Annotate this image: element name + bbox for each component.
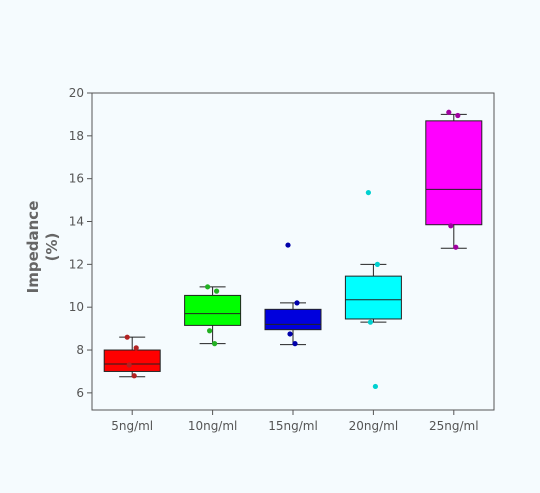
box-group bbox=[425, 113, 483, 249]
y-axis: 6 8 10 12 14 16 18 20 bbox=[69, 86, 92, 400]
y-tick-label: 6 bbox=[76, 386, 84, 400]
y-tick-label: 18 bbox=[69, 129, 84, 143]
y-axis-title: Impedance (%) bbox=[24, 201, 61, 294]
x-tick-label: 5ng/ml bbox=[111, 419, 153, 433]
data-point bbox=[372, 383, 378, 390]
box bbox=[184, 294, 242, 326]
box-group bbox=[264, 302, 322, 346]
y-axis-unit: (%) bbox=[43, 233, 61, 262]
box bbox=[344, 275, 402, 320]
x-tick-label: 20ng/ml bbox=[349, 419, 399, 433]
x-tick-label: 25ng/ml bbox=[429, 419, 479, 433]
data-point bbox=[453, 244, 459, 250]
y-tick-label: 20 bbox=[69, 86, 84, 100]
y-tick-label: 14 bbox=[69, 215, 84, 229]
y-tick-label: 16 bbox=[69, 172, 84, 186]
data-point bbox=[365, 189, 371, 196]
data-point bbox=[285, 242, 291, 248]
x-axis: 5ng/ml 10ng/ml 15ng/ml 20ng/ml 25ng/ml bbox=[111, 410, 479, 433]
data-point bbox=[374, 261, 380, 267]
data-point bbox=[207, 328, 213, 334]
y-tick-label: 8 bbox=[76, 343, 84, 357]
data-point bbox=[446, 109, 452, 115]
data-point bbox=[292, 341, 298, 347]
data-point bbox=[205, 284, 211, 290]
data-point bbox=[367, 319, 373, 325]
data-point bbox=[287, 331, 293, 337]
data-point bbox=[133, 345, 139, 351]
data-points bbox=[124, 109, 461, 390]
data-point bbox=[214, 288, 220, 294]
box bbox=[103, 349, 161, 372]
x-tick-label: 15ng/ml bbox=[268, 419, 318, 433]
y-tick-label: 10 bbox=[69, 300, 84, 314]
y-axis-label: Impedance bbox=[24, 201, 42, 294]
data-point bbox=[212, 341, 218, 347]
data-point bbox=[448, 223, 454, 229]
y-tick-label: 12 bbox=[69, 257, 84, 271]
box bbox=[425, 120, 483, 226]
box-group bbox=[103, 336, 161, 378]
box-group bbox=[344, 263, 402, 323]
data-point bbox=[294, 300, 300, 306]
boxes bbox=[103, 113, 483, 378]
data-point bbox=[455, 112, 461, 119]
data-point bbox=[124, 334, 130, 340]
x-tick-label: 10ng/ml bbox=[188, 419, 238, 433]
box bbox=[264, 308, 322, 331]
data-point bbox=[131, 373, 137, 379]
box-group bbox=[184, 286, 242, 345]
data-point bbox=[126, 362, 132, 368]
